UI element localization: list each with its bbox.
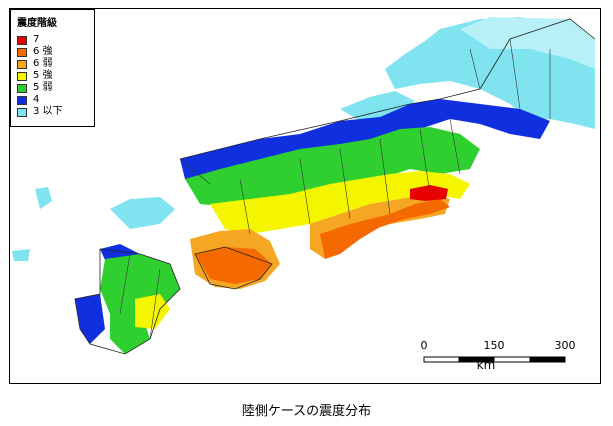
legend-swatch bbox=[17, 108, 27, 117]
scale-tick-0: 0 bbox=[420, 339, 428, 352]
legend-label: 3 以下 bbox=[33, 106, 63, 117]
legend-swatch bbox=[17, 84, 27, 93]
legend: 震度階級 7 6 強 6 弱 5 強 5 弱 4 3 以下 bbox=[10, 9, 95, 127]
legend-swatch bbox=[17, 72, 27, 81]
scale-bar-graphic bbox=[423, 356, 566, 363]
legend-swatch bbox=[17, 36, 27, 45]
legend-swatch bbox=[17, 48, 27, 57]
scale-unit: km bbox=[476, 358, 496, 372]
region-far-north bbox=[460, 17, 595, 69]
legend-label: 7 bbox=[33, 34, 40, 45]
legend-label: 6 強 bbox=[33, 46, 53, 57]
legend-label: 6 弱 bbox=[33, 58, 53, 69]
scale-tick-300: 300 bbox=[554, 339, 576, 352]
legend-swatch bbox=[17, 96, 27, 105]
legend-label: 5 強 bbox=[33, 70, 53, 81]
legend-label: 5 弱 bbox=[33, 82, 53, 93]
scale-bar: 0 150 300 bbox=[420, 339, 590, 383]
legend-title: 震度階級 bbox=[17, 18, 57, 29]
map-caption: 陸側ケースの震度分布 bbox=[241, 404, 372, 419]
legend-swatch bbox=[17, 60, 27, 69]
region-intensity-7 bbox=[410, 185, 448, 201]
prefecture-borders bbox=[119, 38, 551, 340]
scale-tick-150: 150 bbox=[483, 339, 505, 352]
region-intensity-6-strong bbox=[195, 199, 450, 284]
intensity-map bbox=[12, 17, 596, 355]
region-intensity-5-strong bbox=[135, 171, 470, 329]
map-frame: 0 150 300 bbox=[9, 8, 601, 384]
coastline bbox=[74, 18, 596, 355]
legend-label: 4 bbox=[33, 94, 40, 105]
region-intensity-5-weak bbox=[100, 127, 480, 354]
